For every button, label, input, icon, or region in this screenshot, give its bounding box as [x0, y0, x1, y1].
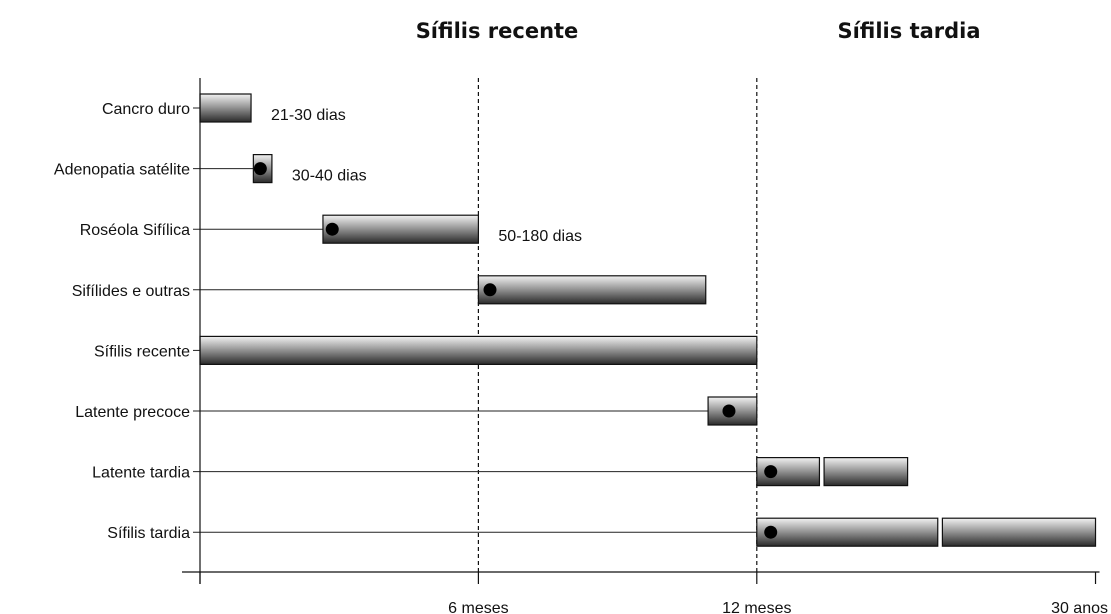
phase-title-late: Sífilis tardia	[837, 19, 980, 43]
timeline-row: Latente precoce	[75, 396, 758, 426]
timeline-rows: Cancro duro 21-30 dias Adenopatia satélite…	[54, 93, 1097, 547]
onset-dot	[325, 222, 339, 236]
duration-label: 21-30 dias	[271, 107, 346, 124]
timeline-row: Cancro duro 21-30 dias	[102, 93, 346, 124]
onset-dot	[253, 162, 267, 176]
onset-dot	[764, 465, 778, 479]
phase-title-recent: Sífilis recente	[416, 19, 579, 43]
duration-bar	[823, 457, 909, 487]
timeline-row: Sífilis tardia	[107, 517, 1097, 547]
onset-dot	[483, 283, 497, 297]
time-axis: 6 meses 12 meses 30 anos	[182, 78, 1108, 614]
phase-dividers	[477, 78, 758, 572]
row-label: Cancro duro	[102, 101, 190, 118]
row-label: Sífilis recente	[94, 343, 190, 360]
timeline-row: Latente tardia	[92, 457, 909, 487]
duration-bar	[941, 517, 1097, 547]
timeline-row: Adenopatia satélite 30-40 dias	[54, 154, 367, 185]
duration-bar	[199, 335, 758, 365]
row-label: Roséola Sifílica	[80, 222, 190, 239]
timeline-row: Sífilis recente	[94, 335, 758, 365]
row-label: Adenopatia satélite	[54, 162, 190, 179]
duration-label: 30-40 dias	[292, 168, 367, 185]
duration-bar	[322, 214, 479, 244]
onset-dot	[722, 404, 736, 418]
row-label: Sífilis tardia	[107, 525, 190, 542]
duration-bar	[199, 93, 252, 123]
duration-bar	[477, 275, 707, 305]
axis-tick-label: 30 anos	[1051, 600, 1108, 614]
timeline-row: Roséola Sifílica 50-180 dias	[80, 214, 582, 245]
axis-tick-label: 12 meses	[722, 600, 791, 614]
row-label: Latente tardia	[92, 465, 190, 482]
row-label: Latente precoce	[75, 404, 190, 421]
duration-label: 50-180 dias	[498, 228, 582, 245]
duration-bar	[756, 517, 939, 547]
axis-tick-label: 6 meses	[448, 600, 508, 614]
timeline-row: Sifílides e outras	[72, 275, 707, 305]
onset-dot	[764, 525, 778, 539]
row-label: Sifílides e outras	[72, 283, 190, 300]
